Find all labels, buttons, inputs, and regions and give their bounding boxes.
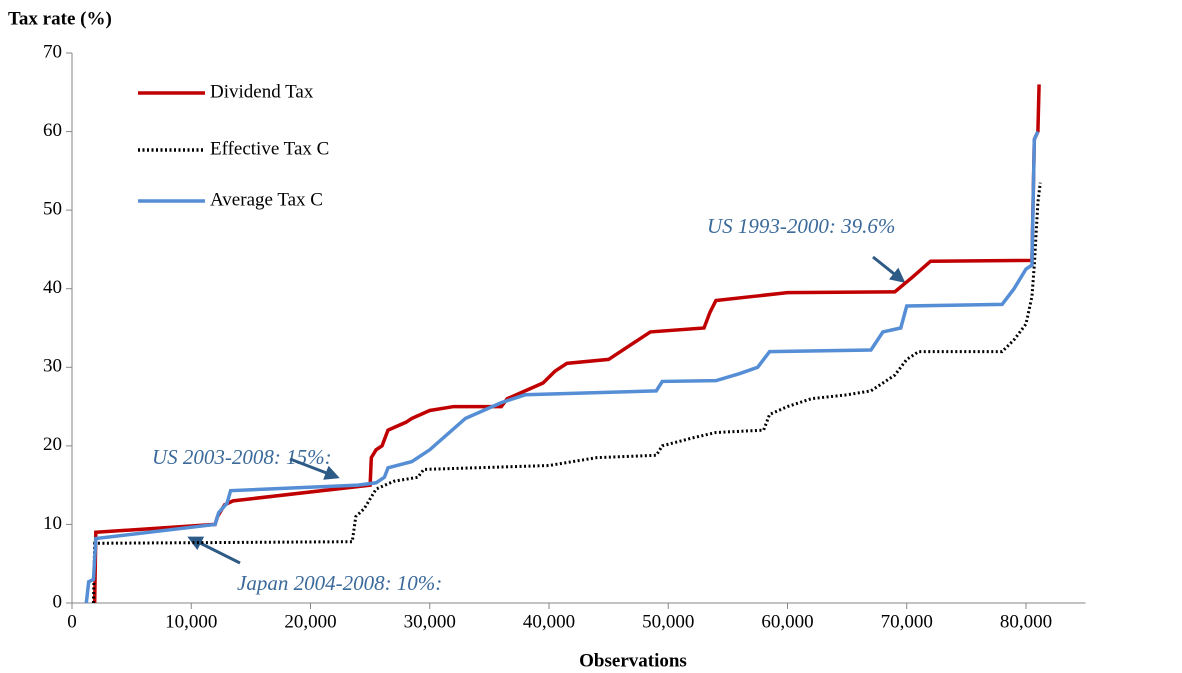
legend-label: Effective Tax C	[210, 138, 329, 159]
annotation-arrow	[289, 457, 340, 480]
line	[91, 182, 1042, 604]
y-tick-label: 10	[43, 513, 62, 534]
y-tick-label: 40	[43, 277, 62, 298]
y-tick-label: 70	[43, 41, 62, 62]
y-axis-title: Tax rate (%)	[8, 8, 112, 29]
legend-label: Dividend Tax	[210, 81, 314, 102]
x-tick-label: 10,000	[165, 611, 217, 632]
line	[92, 84, 1041, 604]
x-axis-title: Observations	[579, 650, 687, 671]
x-tick-label: 70,000	[881, 611, 933, 632]
line	[84, 130, 1040, 604]
x-tick-label: 50,000	[642, 611, 694, 632]
annotation: Japan 2004-2008: 10%:	[237, 571, 442, 595]
y-tick-label: 0	[53, 591, 63, 612]
x-tick-label: 40,000	[523, 611, 575, 632]
y-tick-label: 20	[43, 434, 62, 455]
y-tick-label: 50	[43, 199, 62, 220]
x-tick-label: 60,000	[761, 611, 813, 632]
x-tick-label: 80,000	[1000, 611, 1052, 632]
y-tick-label: 30	[43, 356, 62, 377]
y-tick-label: 60	[43, 120, 62, 141]
x-tick-label: 30,000	[404, 611, 456, 632]
x-tick-label: 0	[67, 611, 77, 632]
x-tick-label: 20,000	[284, 611, 336, 632]
legend-label: Average Tax C	[210, 189, 323, 210]
annotation-arrow	[872, 255, 906, 283]
annotation: US 1993-2000: 39.6%	[707, 214, 895, 238]
